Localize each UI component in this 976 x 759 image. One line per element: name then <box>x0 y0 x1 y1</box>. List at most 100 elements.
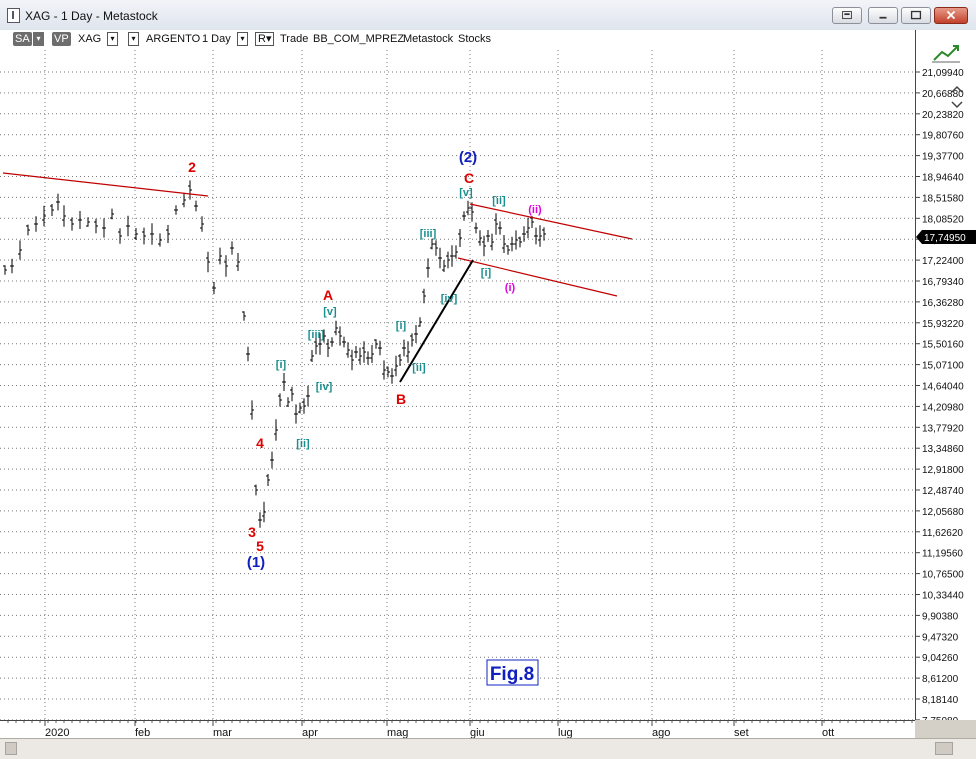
ohlc-bar <box>350 349 354 371</box>
wave-label: (ii) <box>528 204 542 216</box>
ohlc-bar <box>34 216 38 232</box>
wave-label: [v] <box>323 306 337 318</box>
ohlc-bar <box>354 346 358 358</box>
ohlc-bar <box>526 217 530 239</box>
ohlc-bar <box>62 205 66 227</box>
sa-dropdown[interactable]: ▾ <box>33 32 44 46</box>
wave-label: [i] <box>396 320 407 332</box>
ohlc-bar <box>262 501 266 523</box>
ohlc-bar <box>86 217 90 227</box>
ohlc-bar <box>518 236 522 248</box>
wave-label: [ii] <box>492 195 506 207</box>
close-button[interactable] <box>934 7 968 24</box>
ohlc-bar <box>118 228 122 244</box>
maximize-button[interactable] <box>901 7 931 24</box>
ohlc-bar <box>466 200 470 216</box>
symbol-dropdown[interactable]: ▾ <box>107 32 118 46</box>
figure-label: Fig.8 <box>486 659 539 686</box>
y-tick-label: 11,19560 <box>922 549 963 560</box>
ohlc-bar <box>378 340 382 356</box>
trade-label[interactable]: Trade <box>280 33 309 45</box>
ohlc-bar <box>334 320 338 336</box>
ohlc-bar <box>494 213 498 235</box>
vp-button[interactable]: VP <box>52 32 71 46</box>
ohlc-bar <box>538 225 542 247</box>
y-tick-label: 18,08520 <box>922 214 964 225</box>
ohlc-bar <box>454 245 458 259</box>
ohlc-bar <box>158 233 162 247</box>
ohlc-bar <box>450 245 454 267</box>
y-tick-label: 16,79340 <box>922 277 964 288</box>
y-tick-label: 12,05680 <box>922 507 964 518</box>
ohlc-bar <box>102 218 106 238</box>
ohlc-bar <box>78 211 82 229</box>
wave-label: [iii] <box>308 329 325 341</box>
ohlc-bar <box>142 227 146 245</box>
ohlc-bar <box>358 347 362 365</box>
ohlc-bar <box>182 192 186 208</box>
chart-area[interactable]: 2 3 4 5 (1) (2) A B C [i] [ii] [iii] [iv] [v] [i] [ii] [… <box>0 30 915 720</box>
wave-label: [iv] <box>316 381 333 393</box>
ohlc-bar <box>418 317 422 327</box>
x-tick-label: feb <box>135 727 150 739</box>
ohlc-bar <box>510 236 514 252</box>
minimize-button[interactable] <box>868 7 898 24</box>
ohlc-bar <box>446 251 450 269</box>
y-tick-label: 14,20980 <box>922 402 964 413</box>
wave-label: 2 <box>188 159 196 175</box>
x-tick-label: ago <box>652 727 670 739</box>
y-tick-label: 15,07100 <box>922 361 964 372</box>
ohlc-bar <box>242 311 246 321</box>
ohlc-bar <box>274 419 278 441</box>
y-tick-label: 13,34860 <box>922 444 964 455</box>
period-label: 1 Day <box>202 33 231 45</box>
time-axis-svg: 2020 feb mar apr mag giu lug ago set ott <box>7 721 913 739</box>
ohlc-bar <box>290 386 294 402</box>
y-tick-label: 15,93220 <box>922 319 964 330</box>
ohlc-bar <box>390 368 394 384</box>
chart-tools-icon[interactable] <box>926 38 966 68</box>
wave-label: [iv] <box>441 293 458 305</box>
template-label: BB_COM_MPREZ <box>313 33 405 45</box>
x-tick-label: set <box>734 727 749 739</box>
restore-layout-button[interactable] <box>832 7 862 24</box>
ohlc-bar <box>502 235 506 253</box>
period-dropdown[interactable]: ▾ <box>237 32 248 46</box>
scroll-left-button[interactable] <box>5 742 17 755</box>
y-tick-label: 11,62620 <box>922 528 963 539</box>
ohlc-bar <box>342 336 346 348</box>
time-axis[interactable]: 2020 feb mar apr mag giu lug ago set ott <box>0 720 915 739</box>
wave-label: C <box>464 170 474 186</box>
sa-button[interactable]: SA <box>13 32 32 46</box>
ohlc-bar <box>266 474 270 486</box>
last-price-flag: 17,74950 <box>916 230 976 244</box>
wave-label: [v] <box>459 187 473 199</box>
wave-label: [ii] <box>412 362 426 374</box>
channel-bottom-line <box>457 257 618 297</box>
wave-label: [iii] <box>420 228 437 240</box>
ohlc-bar <box>410 333 414 347</box>
ohlc-bar <box>110 208 114 220</box>
x-tick-label: 2020 <box>45 727 69 739</box>
horizontal-scrollbar[interactable] <box>0 738 976 759</box>
r-dropdown[interactable]: R▾ <box>255 32 275 46</box>
price-axis[interactable]: 21,09940 20,66880 20,23820 19,80760 19,37700… <box>915 30 976 720</box>
ohlc-bar <box>322 329 326 343</box>
ohlc-bar <box>458 229 462 247</box>
ohlc-bar <box>442 260 446 272</box>
ohlc-bar <box>286 397 290 407</box>
ohlc-bar <box>318 333 322 355</box>
scroll-up-icon[interactable] <box>950 84 964 110</box>
ohlc-bar <box>50 204 54 216</box>
scroll-thumb[interactable] <box>935 742 953 755</box>
y-tick-label: 7,75080 <box>922 716 959 720</box>
y-tick-label: 18,51580 <box>922 193 964 204</box>
ohlc-bar <box>174 205 178 215</box>
ohlc-bar <box>498 221 502 235</box>
list-dropdown[interactable]: ▾ <box>128 32 139 46</box>
ohlc-bar <box>224 255 228 277</box>
ohlc-bar <box>426 258 430 278</box>
wave-label: (i) <box>505 282 516 294</box>
layout-icon <box>842 11 852 20</box>
wave-label: [ii] <box>296 438 310 450</box>
